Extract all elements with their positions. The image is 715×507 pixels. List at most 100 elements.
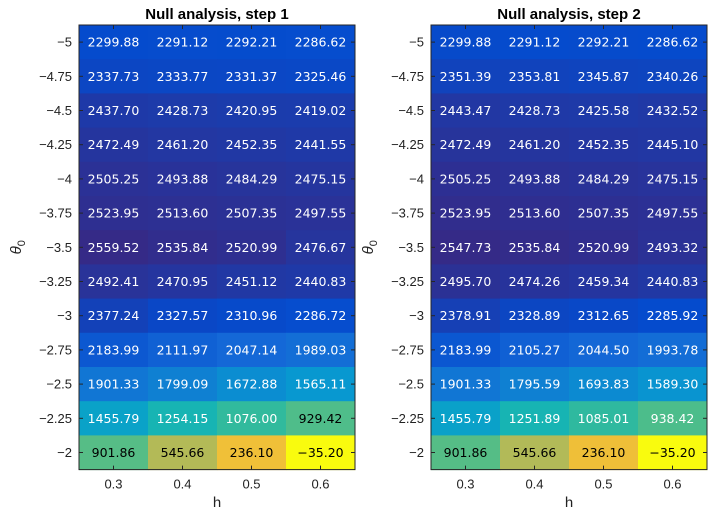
cell-value-label: 2507.35 bbox=[226, 206, 278, 221]
cell-value-label: 1565.11 bbox=[295, 377, 347, 392]
x-tick-label: 0.3 bbox=[104, 477, 122, 492]
heatmap-cell bbox=[569, 25, 639, 60]
cell-value-label: 2443.47 bbox=[440, 103, 492, 118]
heatmap-cell bbox=[217, 161, 287, 197]
heatmap-cell bbox=[148, 196, 218, 231]
y-tick-label: −3.25 bbox=[391, 274, 424, 289]
heatmap-cell bbox=[638, 298, 708, 334]
heatmap-cell bbox=[500, 264, 570, 300]
heatmap-panel-step-1: 2299.88 2291.12 2292.21 2286.62 2337.73 2333.… bbox=[8, 6, 356, 507]
cell-value-label: 2495.70 bbox=[440, 274, 492, 289]
cell-value-label: 2420.95 bbox=[226, 103, 278, 118]
heatmap-cell bbox=[638, 435, 708, 471]
heatmap-cell bbox=[431, 298, 501, 334]
y-tick-label: −4.5 bbox=[398, 103, 424, 118]
heatmap-cell bbox=[148, 127, 218, 163]
cell-value-label: 2286.62 bbox=[647, 35, 699, 50]
y-tick-label: −3.5 bbox=[46, 240, 72, 255]
heatmap-cell bbox=[217, 59, 287, 94]
cell-value-label: 2432.52 bbox=[647, 103, 699, 118]
cell-value-label: 2437.70 bbox=[88, 103, 140, 118]
cell-value-label: 2535.84 bbox=[157, 240, 209, 255]
cell-value-label: 2299.88 bbox=[440, 35, 492, 50]
heatmap-cell bbox=[500, 401, 570, 436]
cell-value-label: 2440.83 bbox=[647, 274, 699, 289]
cell-value-label: 2419.02 bbox=[295, 103, 347, 118]
cell-value-label: 2452.35 bbox=[578, 137, 630, 152]
y-tick-label: −4.25 bbox=[391, 137, 424, 152]
heatmap-cell bbox=[148, 230, 218, 265]
y-tick-label: −3 bbox=[409, 308, 424, 323]
heatmap-cell bbox=[569, 298, 639, 334]
cell-value-label: 1085.01 bbox=[578, 411, 630, 426]
heatmap-cell bbox=[500, 93, 570, 129]
cell-value-label: 1795.59 bbox=[509, 377, 561, 392]
cell-value-label: 2337.73 bbox=[88, 69, 140, 84]
heatmap-cell bbox=[79, 401, 149, 436]
heatmap-cell bbox=[500, 59, 570, 94]
heatmap-cell bbox=[79, 264, 149, 300]
cell-value-label: 2105.27 bbox=[509, 342, 561, 357]
cell-value-label: 2286.72 bbox=[295, 308, 347, 323]
heatmap-cell bbox=[148, 298, 218, 334]
cell-value-label: 2505.25 bbox=[440, 171, 492, 186]
heatmap-cell bbox=[638, 264, 708, 300]
heatmap-cell bbox=[217, 367, 287, 402]
y-tick-label: −4.25 bbox=[39, 137, 72, 152]
cell-value-label: 2312.65 bbox=[578, 308, 630, 323]
cell-value-label: 1693.83 bbox=[578, 377, 630, 392]
cell-value-label: 236.10 bbox=[582, 445, 626, 460]
heatmap-cell bbox=[431, 230, 501, 265]
heatmap-panel-step-2: 2299.88 2291.12 2292.21 2286.62 2351.39 2353.… bbox=[360, 6, 708, 507]
cell-value-label: 2340.26 bbox=[647, 69, 699, 84]
cell-value-label: 2497.55 bbox=[295, 206, 347, 221]
heatmap-cell bbox=[79, 93, 149, 129]
cell-value-label: 2559.52 bbox=[88, 240, 140, 255]
heatmap-cell bbox=[286, 401, 356, 436]
cell-value-label: 2111.97 bbox=[157, 342, 209, 357]
cell-value-label: 1455.79 bbox=[88, 411, 140, 426]
cell-value-label: 2513.60 bbox=[509, 206, 561, 221]
heatmap-cell bbox=[217, 230, 287, 265]
y-tick-label: −5 bbox=[409, 35, 424, 50]
cell-value-label: 2425.58 bbox=[578, 103, 630, 118]
heatmap-cell bbox=[286, 93, 356, 129]
cell-value-label: 545.66 bbox=[513, 445, 557, 460]
cell-value-label: 1799.09 bbox=[157, 377, 209, 392]
y-tick-label: −4.75 bbox=[39, 69, 72, 84]
heatmap-cell bbox=[286, 161, 356, 197]
y-tick-label: −2 bbox=[409, 445, 424, 460]
heatmap-cell bbox=[286, 196, 356, 231]
heatmap-cell bbox=[79, 161, 149, 197]
cell-value-label: 2441.55 bbox=[295, 137, 347, 152]
y-tick-label: −4 bbox=[409, 171, 424, 186]
cell-value-label: −35.20 bbox=[297, 445, 343, 460]
cell-value-label: 2475.15 bbox=[295, 171, 347, 186]
cell-value-label: 2292.21 bbox=[578, 35, 630, 50]
cell-value-label: 2523.95 bbox=[440, 206, 492, 221]
heatmap-cell bbox=[148, 161, 218, 197]
cell-value-label: 2310.96 bbox=[226, 308, 278, 323]
cell-value-label: 2505.25 bbox=[88, 171, 140, 186]
y-tick-label: −3.75 bbox=[391, 206, 424, 221]
cell-value-label: 2353.81 bbox=[509, 69, 561, 84]
heatmap-cell bbox=[569, 332, 639, 368]
heatmap-cell bbox=[79, 127, 149, 163]
heatmap-cell bbox=[569, 435, 639, 471]
heatmap-cell bbox=[286, 127, 356, 163]
heatmap-cell bbox=[217, 401, 287, 436]
cell-value-label: 2493.88 bbox=[509, 171, 561, 186]
heatmap-cell bbox=[638, 196, 708, 231]
heatmap-cell bbox=[569, 161, 639, 197]
heatmap-cell bbox=[500, 367, 570, 402]
cell-value-label: 2507.35 bbox=[578, 206, 630, 221]
heatmap-cell bbox=[431, 161, 501, 197]
cell-value-label: 2345.87 bbox=[578, 69, 630, 84]
cell-value-label: 2461.20 bbox=[509, 137, 561, 152]
cell-value-label: 2493.32 bbox=[647, 240, 699, 255]
cell-value-label: 1455.79 bbox=[440, 411, 492, 426]
heatmap-cell bbox=[500, 25, 570, 60]
chart-title: Null analysis, step 2 bbox=[497, 6, 640, 23]
heatmap-cell bbox=[638, 401, 708, 436]
heatmap-cell bbox=[286, 230, 356, 265]
